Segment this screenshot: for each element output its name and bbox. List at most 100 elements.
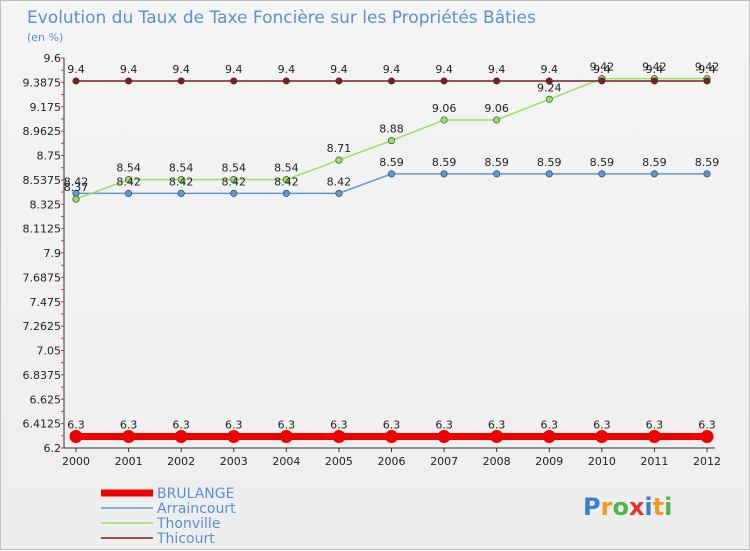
logo-letter: x [629,493,645,521]
data-label: 9.4 [488,63,506,76]
data-point [387,137,395,145]
data-label: 9.4 [120,63,138,76]
y-tick-label: 8.9625 [23,125,62,138]
data-label: 9.4 [541,63,559,76]
data-label: 9.4 [278,63,296,76]
data-point [440,170,448,178]
data-labels: 6.3 6.3 6.3 6.3 6.3 6.3 6.3 6.3 6.3 6.3 6.3 6.3 6.3 8… [64,61,720,432]
data-label: 8.42 [274,175,299,188]
proxiti-logo: Proxiti [583,493,672,521]
axes [61,57,715,452]
data-label: 8.42 [116,175,141,188]
data-point [493,77,501,85]
data-label: 9.4 [435,63,453,76]
data-point [650,77,658,85]
y-tick-label: 9.6 [44,52,62,65]
y-tick-label: 7.2625 [23,320,62,333]
data-label: 8.59 [484,156,509,169]
data-point [440,77,448,85]
data-point [595,430,609,444]
data-label: 9.4 [67,63,85,76]
logo-letter: i [664,493,672,521]
data-label: 8.59 [695,156,720,169]
y-tick-label: 9.175 [30,101,62,114]
data-point [125,189,133,197]
data-label: 8.59 [379,156,404,169]
data-point [385,430,398,444]
x-tick-label: 2006 [378,455,406,468]
logo-letter: i [644,493,652,521]
y-tick-label: 7.475 [30,296,62,309]
x-tick-label: 2004 [272,455,300,468]
data-label: 9.24 [537,81,562,94]
data-label: 8.54 [274,162,299,175]
data-point [598,170,606,178]
data-point [332,430,346,444]
data-label: 6.3 [488,419,506,432]
y-tick-label: 8.1125 [23,223,62,236]
data-label: 8.59 [642,156,667,169]
data-point [650,170,658,178]
legend-label: Arraincourt [157,501,236,517]
data-label: 6.3 [120,419,138,432]
y-tick-label: 9.3875 [23,76,62,89]
data-point [703,77,711,85]
data-point [545,95,553,103]
data-label: 8.42 [169,175,194,188]
data-label: 9.42 [642,61,667,74]
data-point [493,170,501,178]
data-point [282,189,290,197]
data-label: 9.4 [330,63,348,76]
y-tick-label: 6.4125 [23,418,62,431]
x-tick-labels: 2000 2001 2002 2003 2004 2005 2006 2007 2008 2009… [62,455,721,468]
data-label: 9.4 [646,63,664,76]
y-tick-labels: 9.6 9.3875 9.175 8.9625 8.75 8.5375 8.325 8.112… [23,52,62,455]
data-label: 8.37 [64,181,89,194]
data-label: 9.42 [695,61,720,74]
data-label: 6.3 [172,419,190,432]
legend-label: BRULANGE [157,486,234,502]
data-label: 9.4 [593,63,611,76]
data-point [545,170,553,178]
y-tick-label: 6.2 [44,442,62,455]
data-label: 9.4 [383,63,401,76]
legend-label: Thicourt [156,531,215,547]
data-label: 9.4 [225,63,243,76]
data-label: 9.06 [484,102,509,115]
logo-letter: t [653,493,664,521]
y-tick-label: 6.8375 [23,369,62,382]
legend-label: Thonville [156,516,220,532]
logo-letter: o [612,493,629,521]
x-tick-label: 2003 [220,455,248,468]
data-label: 8.54 [222,162,247,175]
data-label: 6.3 [541,419,559,432]
data-label: 6.3 [435,419,453,432]
data-label: 8.42 [64,175,89,188]
data-point [647,430,661,444]
data-point [177,77,185,85]
x-tick-label: 2012 [693,455,721,468]
logo-letter: r [601,493,613,521]
data-point [230,77,238,85]
data-label: 9.4 [698,63,716,76]
data-point [387,77,395,85]
data-point [230,176,238,184]
data-point [542,430,556,444]
data-label: 8.42 [327,175,352,188]
data-point [700,430,714,444]
data-point [703,170,711,178]
data-label: 6.3 [593,419,611,432]
data-point [125,77,133,85]
series-lines [69,75,714,444]
proxiti-logo-text: Proxiti [583,493,672,521]
x-tick-label: 2010 [588,455,616,468]
data-point [440,116,448,124]
data-point [335,156,343,164]
data-label: 6.3 [330,419,348,432]
data-label: 6.3 [383,419,401,432]
data-label: 8.54 [116,162,141,175]
data-label: 8.42 [222,175,247,188]
data-label: 6.3 [67,419,85,432]
